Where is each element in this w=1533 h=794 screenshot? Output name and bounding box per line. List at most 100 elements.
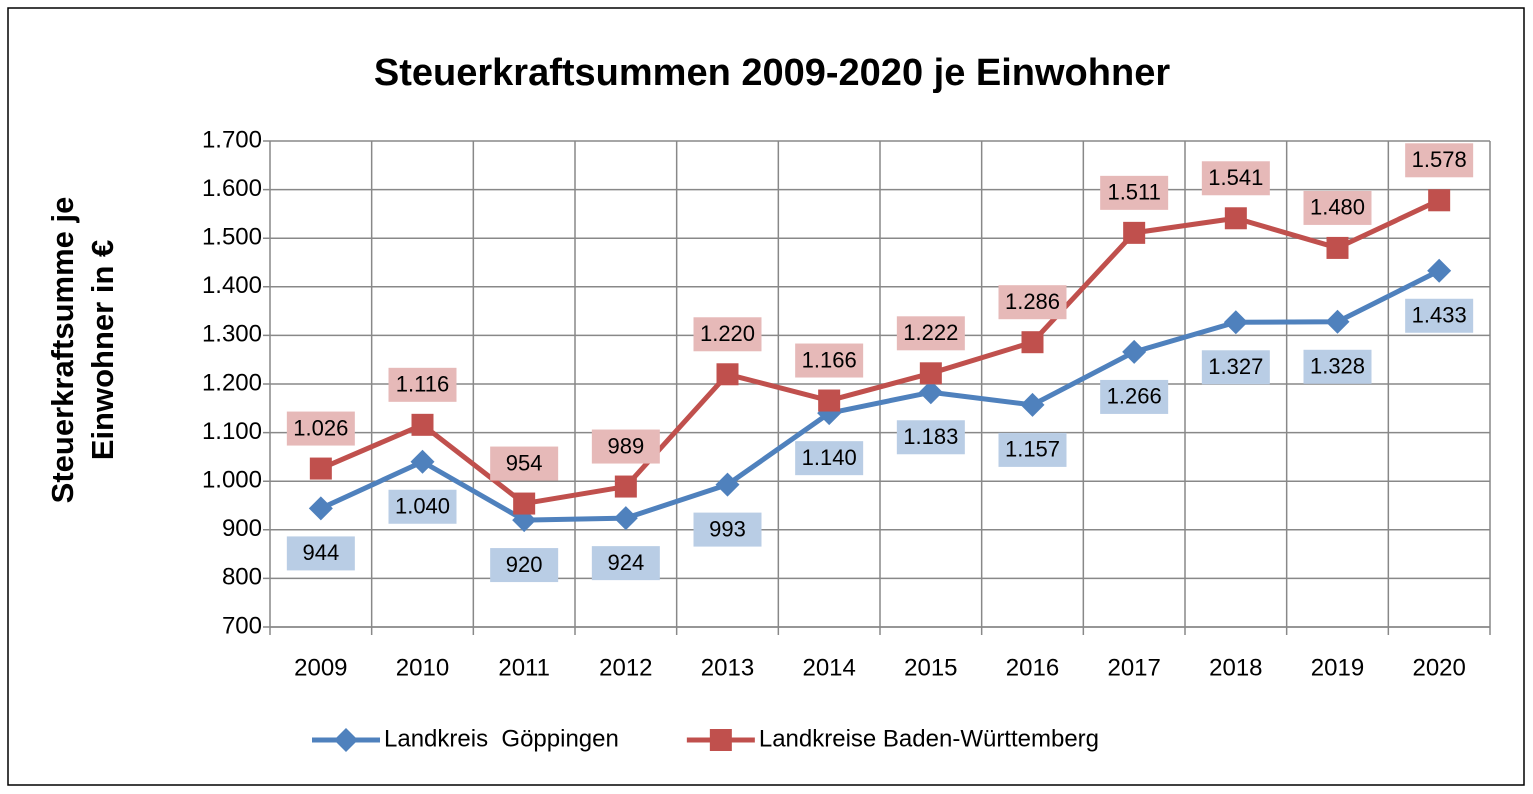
x-tick-label: 2015 xyxy=(904,654,957,681)
x-tick-label: 2017 xyxy=(1107,654,1160,681)
y-tick-label: 700 xyxy=(222,612,262,639)
value-label: 920 xyxy=(506,552,543,577)
marker xyxy=(1325,309,1350,334)
value-label-box xyxy=(591,546,660,581)
value-label-box xyxy=(490,548,559,583)
value-label-box xyxy=(591,429,660,464)
chart-title: Steuerkraftsummen 2009-2020 je Einwohner xyxy=(374,52,1170,94)
x-tick-label: 2019 xyxy=(1311,654,1364,681)
y-tick-label: 1.000 xyxy=(202,467,262,494)
marker xyxy=(1020,392,1045,417)
value-label-box xyxy=(1100,175,1169,210)
value-label-box xyxy=(693,512,762,547)
value-label-box xyxy=(286,536,355,571)
value-label: 944 xyxy=(302,540,339,565)
y-tick-label: 900 xyxy=(222,515,262,542)
y-tick-label: 1.500 xyxy=(202,224,262,251)
marker xyxy=(308,496,333,521)
value-label: 1.140 xyxy=(802,445,857,470)
marker xyxy=(513,492,536,515)
value-label-box xyxy=(998,432,1067,467)
marker xyxy=(818,389,841,412)
value-label: 1.116 xyxy=(396,372,449,397)
x-tick-label: 2014 xyxy=(802,654,855,681)
marker xyxy=(1428,189,1451,212)
marker xyxy=(919,362,942,385)
value-label-box xyxy=(1303,190,1372,225)
marker xyxy=(715,472,740,497)
marker xyxy=(614,475,637,498)
value-label-box xyxy=(1201,350,1270,385)
marker xyxy=(411,413,434,436)
marker xyxy=(613,506,638,531)
marker xyxy=(1427,258,1452,283)
value-label: 989 xyxy=(607,433,644,458)
x-tick-label: 2013 xyxy=(701,654,754,681)
y-tick-label: 1.400 xyxy=(202,272,262,299)
chart-border xyxy=(7,7,1525,786)
value-label: 1.433 xyxy=(1412,303,1467,328)
series-line xyxy=(319,268,1441,523)
value-label-box xyxy=(998,285,1067,320)
marker xyxy=(410,449,435,474)
value-label: 1.266 xyxy=(1107,384,1162,409)
value-label: 1.040 xyxy=(395,494,450,519)
y-tick-label: 1.600 xyxy=(202,175,262,202)
marker xyxy=(1223,310,1248,335)
x-tick-label: 2016 xyxy=(1006,654,1059,681)
marker xyxy=(1123,221,1146,244)
series-line xyxy=(319,198,1441,507)
x-tick-label: 2011 xyxy=(498,654,550,681)
value-label: 1.222 xyxy=(903,320,958,345)
marker xyxy=(1224,207,1247,230)
x-tick-label: 2012 xyxy=(599,654,652,681)
marker xyxy=(1021,331,1044,354)
marker xyxy=(1326,236,1349,259)
value-label: 1.327 xyxy=(1208,354,1263,379)
value-label: 1.578 xyxy=(1412,147,1467,172)
y-tick-label: 1.700 xyxy=(202,126,262,153)
value-label: 1.511 xyxy=(1107,180,1160,205)
value-label-box xyxy=(1303,349,1372,384)
marker xyxy=(334,728,358,752)
value-label: 1.157 xyxy=(1005,437,1060,462)
value-label: 993 xyxy=(709,516,746,541)
value-label-box xyxy=(388,367,457,402)
x-tick-label: 2018 xyxy=(1209,654,1262,681)
x-tick-label: 2010 xyxy=(396,654,449,681)
y-tick-label: 800 xyxy=(222,564,262,591)
value-label-box xyxy=(490,446,559,481)
value-label: 1.026 xyxy=(293,415,348,440)
y-tick-label: 1.100 xyxy=(202,418,262,445)
value-label-box xyxy=(1201,161,1270,196)
value-label: 924 xyxy=(607,550,644,575)
x-tick-label: 2020 xyxy=(1412,654,1465,681)
marker xyxy=(918,380,943,405)
value-label: 1.541 xyxy=(1208,165,1263,190)
value-label-box xyxy=(1100,379,1169,414)
value-label-box xyxy=(1405,298,1474,333)
value-label: 1.183 xyxy=(903,424,958,449)
x-tick-label: 2009 xyxy=(294,654,347,681)
value-label: 1.480 xyxy=(1310,195,1365,220)
value-label-box xyxy=(896,420,965,455)
value-label-box xyxy=(388,489,457,524)
y-axis-label-line: Steuerkraftsumme je xyxy=(45,197,80,504)
legend-label: Landkreis Göppingen xyxy=(384,725,619,752)
value-label-box xyxy=(896,316,965,351)
value-label: 1.166 xyxy=(802,347,857,372)
y-axis-label-line: Einwohner in € xyxy=(85,240,120,460)
value-label: 1.220 xyxy=(700,321,755,346)
value-label-box xyxy=(795,343,864,378)
y-axis-label: Steuerkraftsumme je Einwohner in € xyxy=(45,197,120,504)
value-label-box xyxy=(286,411,355,446)
value-label-box xyxy=(795,441,864,476)
marker xyxy=(1122,339,1147,364)
marker xyxy=(709,729,732,751)
value-label: 1.286 xyxy=(1005,289,1060,314)
value-label: 954 xyxy=(506,450,543,475)
y-tick-label: 1.200 xyxy=(202,369,262,396)
value-label-box xyxy=(1405,143,1474,178)
value-label: 1.328 xyxy=(1310,354,1365,379)
